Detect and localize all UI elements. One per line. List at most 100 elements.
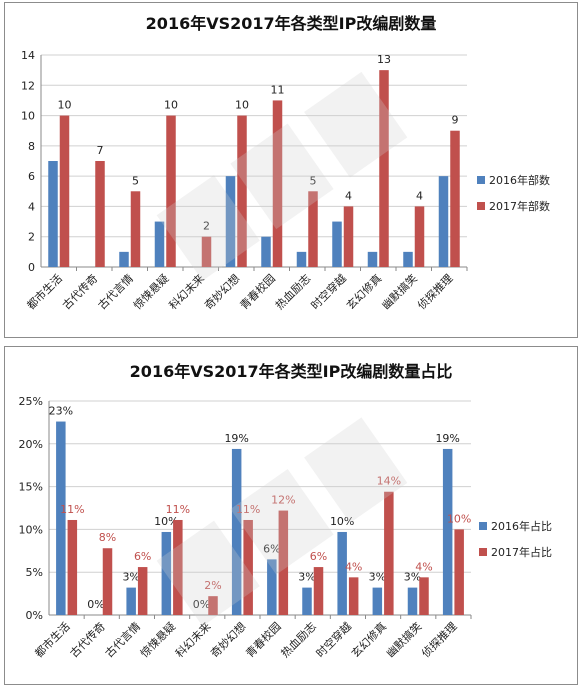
data-label: 10% (154, 515, 178, 528)
y-tick-label: 25% (19, 395, 43, 408)
y-tick-label: 0 (28, 261, 35, 274)
data-label: 10 (235, 99, 249, 112)
chart-title: 2016年VS2017年各类型IP改编剧数量占比 (130, 362, 453, 381)
data-label: 0% (193, 598, 210, 611)
bar-2017 (414, 206, 425, 267)
watermark-overlay (156, 71, 408, 281)
x-tick-label: 时空穿越 (308, 271, 349, 312)
x-tick-label: 都市生活 (24, 271, 65, 312)
data-label: 3% (404, 571, 421, 584)
bar-chart-count: 2016年VS2017年各类型IP改编剧数量 0 2 4 6 8 10 12 14 10 都市生活… (21, 14, 550, 312)
y-tick-label: 4 (28, 200, 35, 213)
x-tick-label: 科幻未来 (172, 619, 213, 660)
bar-2016 (48, 161, 58, 267)
bar-2016 (332, 221, 342, 267)
bar-2016 (442, 448, 453, 615)
watermark-overlay (156, 417, 408, 627)
data-label: 12% (271, 494, 295, 507)
data-label: 11% (166, 503, 190, 516)
data-label: 11% (60, 503, 84, 516)
bar-2017 (208, 596, 218, 615)
bar-2017 (379, 70, 389, 268)
data-label: 19% (224, 432, 248, 445)
data-label: 3% (122, 571, 139, 584)
bar-2017 (130, 191, 141, 267)
bar-2016 (337, 531, 347, 615)
data-label: 4 (416, 189, 423, 202)
bar-2016 (372, 587, 383, 615)
y-tick-label: 12 (21, 79, 35, 92)
legend-label: 2016年部数 (489, 173, 550, 187)
data-label: 23% (49, 405, 73, 418)
bar-2017 (237, 115, 247, 267)
bar-2016 (261, 236, 271, 267)
bar-2016 (267, 559, 277, 615)
x-tick-label: 古代言情 (103, 620, 143, 660)
data-label: 10% (330, 515, 354, 528)
y-tick-label: 5% (26, 566, 43, 579)
data-label: 4% (415, 560, 432, 573)
x-tick-label: 热血励志 (278, 619, 319, 660)
legend-swatch (479, 522, 487, 530)
y-tick-label: 0% (26, 609, 43, 622)
bar-2016 (302, 587, 312, 615)
data-label: 10 (58, 99, 72, 112)
data-label: 2 (203, 220, 210, 233)
data-label: 14% (377, 475, 401, 488)
data-label: 5 (132, 174, 139, 187)
bar-2016 (403, 251, 413, 267)
y-tick-label: 6 (28, 170, 35, 183)
legend-label: 2016年占比 (491, 519, 552, 533)
x-tick-label: 玄幻修真 (348, 619, 389, 660)
bar-2017 (454, 529, 464, 615)
x-tick-label: 侦探推理 (414, 271, 455, 312)
bar-2016 (438, 176, 449, 267)
data-label: 2% (204, 579, 221, 592)
y-tick-label: 20% (19, 438, 43, 451)
data-label: 10 (164, 99, 178, 112)
x-tick-label: 幽默搞笑 (379, 271, 420, 312)
bar-2017 (308, 191, 318, 267)
y-tick-label: 10 (21, 110, 35, 123)
x-tick-label: 时空穿越 (313, 619, 354, 660)
chart-panel-count: 2016年VS2017年各类型IP改编剧数量 0 2 4 6 8 10 12 14 10 都市生活… (4, 2, 578, 338)
bar-2016 (407, 587, 418, 615)
bar-2017 (348, 577, 359, 615)
x-tick-label: 热血励志 (272, 271, 313, 312)
data-label: 10% (447, 512, 471, 525)
x-tick-label: 都市生活 (32, 619, 73, 660)
data-label: 8% (99, 531, 116, 544)
y-tick-label: 14 (21, 49, 35, 62)
data-label: 6% (310, 550, 327, 563)
bar-2017 (450, 130, 460, 267)
x-tick-label: 奇妙幻想 (208, 619, 249, 660)
chart-panel-share: 2016年VS2017年各类型IP改编剧数量占比 0% 5% 10% 15% 20% 25… (4, 346, 578, 685)
x-tick-label: 青春校园 (243, 619, 284, 660)
data-label: 11% (236, 503, 260, 516)
legend-swatch (477, 202, 485, 210)
data-label: 19% (435, 432, 459, 445)
data-label: 4% (345, 560, 362, 573)
bar-2016 (56, 421, 66, 615)
bar-2016 (296, 251, 307, 267)
legend-swatch (479, 548, 487, 556)
bar-2016 (119, 251, 129, 267)
bar-2017 (137, 567, 148, 615)
x-tick-label: 奇妙幻想 (201, 271, 242, 312)
data-label: 3% (369, 571, 386, 584)
y-tick-label: 15% (19, 481, 43, 494)
legend-label: 2017年占比 (491, 545, 552, 559)
bar-2017 (243, 519, 253, 615)
bar-2017 (384, 491, 394, 615)
x-tick-label: 古代传奇 (60, 272, 100, 312)
x-tick-label: 古代言情 (96, 272, 136, 312)
x-tick-label: 玄幻修真 (343, 271, 384, 312)
bar-chart-share: 2016年VS2017年各类型IP改编剧数量占比 0% 5% 10% 15% 20% 25… (19, 362, 552, 660)
y-tick-label: 2 (28, 231, 35, 244)
bar-2017 (102, 548, 113, 615)
bar-2017 (278, 510, 289, 615)
bar-2017 (67, 519, 78, 615)
data-label: 0% (87, 598, 104, 611)
x-tick-label: 幽默搞笑 (383, 619, 424, 660)
bar-2016 (367, 251, 378, 267)
